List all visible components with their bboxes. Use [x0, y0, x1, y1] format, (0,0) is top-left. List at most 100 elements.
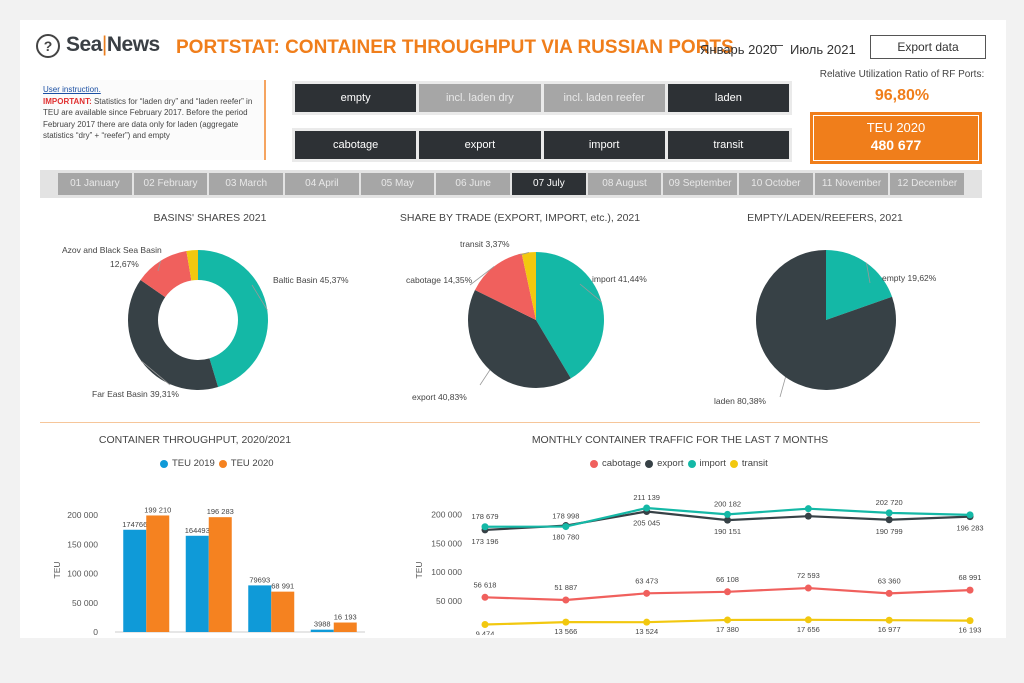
monthly-chart-title: MONTHLY CONTAINER TRAFFIC FOR THE LAST 7…: [531, 434, 829, 446]
bar-label-export-teu-2019: 164493: [185, 526, 210, 535]
toggle-empty[interactable]: empty: [295, 84, 417, 112]
month-button-02-february[interactable]: 02 February: [133, 173, 208, 195]
toggle-import[interactable]: import: [543, 131, 665, 159]
line-point-import-4: [804, 505, 812, 513]
line-point-import-2: [643, 504, 651, 512]
line-point-cabotage-5: [885, 589, 893, 597]
line-label-cabotage-2: 63 473: [635, 576, 658, 585]
legend-dot-2020: [218, 459, 227, 468]
line-category-0: Январь 2021: [460, 634, 511, 635]
bar-cabotage-teu-2020: [271, 591, 295, 632]
empty-laden-chart-title: EMPTY/LADEN/REEFERS, 2021: [747, 212, 903, 224]
month-button-04-april[interactable]: 04 April: [285, 173, 359, 195]
line-category-6: Июль 2021: [949, 634, 992, 635]
toggle-laden[interactable]: laden: [667, 84, 789, 112]
toggle-cabotage[interactable]: cabotage: [295, 131, 417, 159]
month-button-08-august[interactable]: 08 August: [587, 173, 662, 195]
line-label-transit-0: 9 474: [476, 630, 495, 635]
teu-total-card: TEU 2020 480 677: [810, 112, 982, 164]
toggle-transit[interactable]: transit: [667, 131, 789, 159]
bar-import-teu-2020: [146, 515, 170, 632]
pie-charts-area: Baltic Basin 45,37% Far East Basin 39,31%…: [62, 239, 937, 406]
line-category-3: Апрель 2021: [702, 634, 752, 635]
trade-type-toggle-group: cabotage export import transit: [292, 128, 792, 162]
line-category-5: Июнь 2021: [868, 634, 911, 635]
bar-cabotage-teu-2019: [248, 585, 272, 632]
bar-transit-teu-2019: [310, 629, 334, 632]
month-button-01-january[interactable]: 01 January: [58, 173, 132, 195]
bar-label-cabotage-teu-2019: 79693: [249, 575, 270, 584]
dashboard-page: ? Sea|News PORTSTAT: CONTAINER THROUGHPU…: [20, 20, 1006, 638]
trade-leader-3: [519, 251, 529, 256]
line-point-import-6: [966, 511, 974, 519]
export-data-button[interactable]: Export data: [870, 35, 986, 59]
user-instruction-link[interactable]: User instruction.: [43, 85, 101, 94]
line-label-import-1: 178 998: [552, 512, 579, 521]
important-label: IMPORTANT:: [43, 96, 92, 106]
empty_laden-slice-1: [756, 250, 896, 390]
line-ytick-2: 150 000: [431, 538, 462, 548]
bar-ytick-2: 100 000: [67, 569, 98, 579]
bar-label-import-teu-2019: 174766: [122, 520, 147, 529]
line-point-export-5: [885, 516, 893, 524]
line-label-transit-6: 16 193: [959, 626, 982, 635]
utilization-value: 96,80%: [874, 87, 930, 104]
month-button-06-june[interactable]: 06 June: [436, 173, 511, 195]
basins-leader-0: [251, 284, 268, 311]
legend-dot-transit: [729, 459, 738, 468]
line-point-cabotage-2: [643, 589, 651, 597]
trade-slice-1: [468, 289, 571, 388]
line-label-cabotage-4: 72 593: [797, 571, 820, 580]
legend-dot-cabotage: [590, 459, 598, 468]
month-button-11-november[interactable]: 11 November: [814, 173, 889, 195]
line-point-cabotage-4: [804, 584, 812, 592]
throughput-legend: TEU 2019 TEU 2020: [160, 458, 274, 469]
instruction-text: Statistics for “laden dry” and “laden re…: [43, 96, 253, 141]
bar-export-teu-2019: [185, 535, 209, 632]
line-point-cabotage-0: [481, 593, 489, 601]
bar-ytick-3: 150 000: [67, 539, 98, 549]
month-button-10-october[interactable]: 10 October: [739, 173, 813, 195]
bar-label-transit-teu-2020: 16 193: [334, 613, 357, 622]
line-point-export-4: [804, 512, 812, 520]
month-button-07-july[interactable]: 07 July: [512, 173, 586, 195]
line-point-import-5: [885, 509, 893, 517]
date-to-select[interactable]: Июль 2021: [790, 42, 856, 57]
date-from-select[interactable]: Январь 2020: [700, 42, 778, 57]
line-label-cabotage-1: 51 887: [554, 583, 577, 592]
month-button-09-september[interactable]: 09 September: [663, 173, 738, 195]
toggle-export[interactable]: export: [419, 131, 541, 159]
toggle-incl-laden-reefer[interactable]: incl. laden reefer: [543, 84, 665, 112]
line-point-cabotage-3: [724, 588, 731, 596]
basins-slice-3: [186, 250, 198, 281]
section-divider: [40, 422, 980, 423]
bar-ytick-4: 200 000: [67, 510, 98, 520]
line-ylabel: TEU: [414, 562, 424, 579]
line-point-import-0: [481, 523, 489, 531]
month-button-05-may[interactable]: 05 May: [360, 173, 435, 195]
trade-chart-title: SHARE BY TRADE (EXPORT, IMPORT, etc.), 2…: [399, 212, 641, 224]
logo-text-sea: Sea: [66, 33, 102, 56]
line-point-transit-4: [804, 616, 812, 624]
line-label-import-5: 202 720: [876, 498, 903, 507]
trade-leader-2: [469, 266, 495, 286]
line-label-cabotage-3: 66 108: [716, 575, 739, 584]
line-label-import-2: 211 139: [633, 493, 660, 502]
basins-leader-2: [157, 260, 161, 272]
basins-slice-1: [128, 280, 219, 390]
logo: Sea|News: [66, 33, 160, 57]
trade-leader-1: [479, 369, 491, 386]
page-title: PORTSTAT: CONTAINER THROUGHPUT VIA RUSSI…: [176, 37, 734, 58]
month-button-12-december[interactable]: 12 December: [890, 173, 965, 195]
help-icon[interactable]: ?: [36, 34, 60, 58]
toggle-incl-laden-dry[interactable]: incl. laden dry: [419, 84, 541, 112]
line-point-cabotage-6: [966, 586, 974, 594]
month-selector: 01 January 02 February 03 March 04 April 05 …: [40, 170, 982, 198]
instruction-panel: User instruction. IMPORTANT: Statistics …: [40, 80, 266, 160]
month-button-03-march[interactable]: 03 March: [209, 173, 284, 195]
trade-slice-0: [536, 252, 604, 379]
line-point-transit-6: [966, 617, 974, 625]
empty_laden-leader-0: [866, 262, 871, 284]
basins-label-0: Baltic Basin 45,37%: [273, 275, 349, 285]
line-label-transit-2: 13 524: [635, 627, 658, 635]
